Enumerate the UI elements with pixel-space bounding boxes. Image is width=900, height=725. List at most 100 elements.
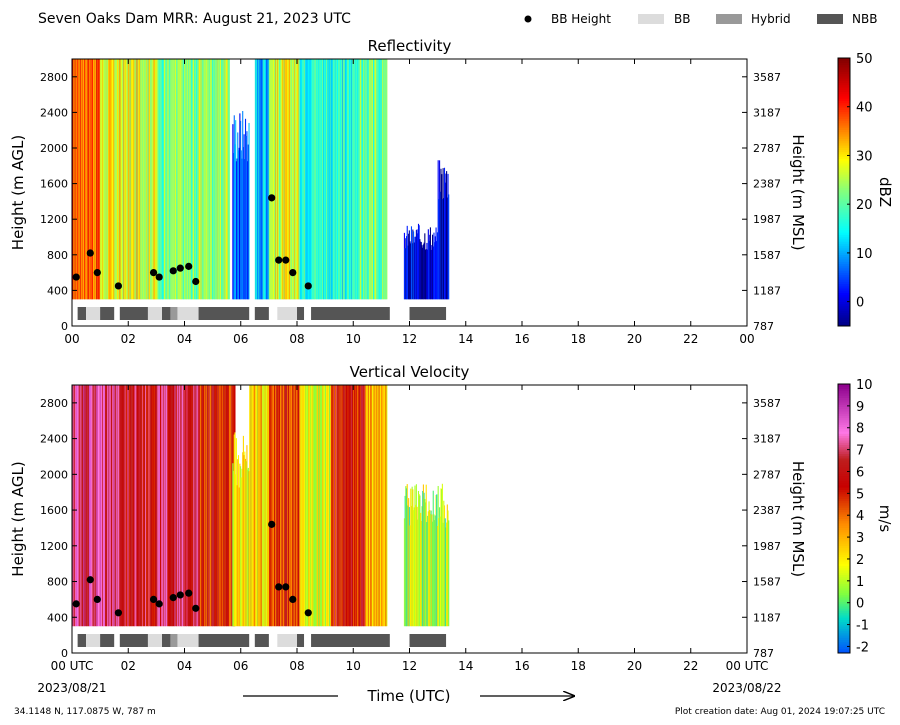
heatmap-column (259, 385, 261, 627)
heatmap-column (90, 59, 92, 300)
heatmap-column (364, 385, 366, 627)
heatmap-column (349, 385, 351, 627)
heatmap-column (124, 385, 126, 627)
colorbar-cell (838, 552, 850, 555)
heatmap-column (307, 59, 309, 300)
colorbar-cell (838, 290, 850, 293)
heatmap-column (181, 385, 183, 627)
heatmap-column (75, 59, 77, 300)
heatmap-column (258, 59, 260, 300)
colorbar-tick-label: 5 (856, 487, 864, 502)
colorbar-cell (838, 174, 850, 177)
bb-class-segment (311, 307, 390, 320)
heatmap-column (249, 385, 251, 627)
colorbar-cell (838, 614, 850, 618)
bb-height-point (185, 589, 193, 597)
heatmap-column (102, 59, 104, 300)
heatmap-column (235, 161, 237, 300)
heatmap-column (340, 385, 342, 627)
heatmap-column (298, 385, 300, 627)
heatmap-column (125, 385, 127, 627)
heatmap-column (169, 385, 171, 627)
heatmap-column (173, 385, 176, 627)
heatmap-column (128, 59, 131, 300)
heatmap-column (247, 144, 249, 300)
heatmap-column (270, 59, 273, 300)
heatmap-column (125, 59, 127, 300)
heatmap-column (162, 385, 164, 627)
heatmap-column (306, 385, 308, 627)
colorbar-cell (838, 281, 850, 285)
heatmap-column (295, 59, 297, 300)
bb-classification-bar (77, 634, 447, 647)
colorbar-cell (838, 189, 850, 193)
heatmap-column (297, 59, 299, 300)
colorbar-cell (838, 243, 850, 247)
heatmap-column (139, 385, 141, 627)
bb-classification-bar (77, 307, 447, 320)
heatmap-column (102, 59, 105, 300)
heatmap-column (72, 385, 74, 627)
heatmap-column (342, 59, 344, 300)
colorbar-cell (838, 229, 850, 233)
heatmap-column (139, 59, 141, 300)
heatmap-column (96, 59, 98, 300)
y2-tick-label: 787 (753, 647, 774, 660)
bb-class-segment (254, 634, 269, 647)
heatmap-column (86, 59, 88, 300)
heatmap-segment (299, 59, 329, 300)
heatmap-column (179, 59, 181, 300)
y2-tick-label: 2387 (753, 178, 781, 191)
heatmap-column (76, 385, 79, 627)
heatmap-column (380, 385, 382, 627)
heatmap-column (315, 59, 318, 300)
colorbar: 0 10 20 30 40 50 dBZ (837, 52, 894, 327)
heatmap-column (439, 516, 441, 627)
heatmap-column (203, 59, 205, 300)
heatmap-column (431, 514, 433, 627)
heatmap-column (421, 245, 423, 300)
heatmap-column (155, 385, 157, 627)
heatmap-column (202, 59, 204, 300)
heatmap-column (145, 59, 147, 300)
heatmap-column (83, 59, 85, 300)
heatmap-column (121, 59, 123, 300)
heatmap-column (156, 59, 158, 300)
heatmap-column (363, 59, 365, 300)
bb-class-segment (162, 307, 171, 320)
heatmap-column (172, 59, 174, 300)
heatmap-column (106, 59, 108, 300)
heatmap-column (336, 385, 338, 627)
heatmap-column (271, 59, 273, 300)
heatmap-column (131, 385, 133, 627)
heatmap-column (297, 385, 299, 627)
heatmap-column (351, 59, 353, 300)
heatmap-column (304, 385, 306, 627)
colorbar-cell (838, 245, 850, 249)
heatmap-column (130, 59, 132, 300)
heatmap-column (268, 59, 270, 300)
heatmap-column (254, 59, 256, 300)
x-tick-label: 18 (571, 332, 586, 346)
x-tick-label: 02 (121, 332, 136, 346)
bb-height-point (192, 604, 200, 612)
heatmap-column (382, 385, 384, 627)
heatmap-column (413, 507, 415, 627)
heatmap-column (127, 385, 129, 627)
heatmap-column (230, 385, 232, 627)
y2-axis-label: Height (m MSL) (789, 134, 807, 250)
heatmap-column (99, 59, 101, 300)
heatmap-column (119, 385, 121, 627)
heatmap-column (280, 59, 282, 300)
heatmap-column (281, 59, 283, 300)
heatmap-column (100, 59, 102, 300)
colorbar-cell (838, 272, 850, 276)
heatmap-column (193, 385, 195, 627)
heatmap-column (429, 510, 431, 627)
heatmap-column (153, 385, 155, 627)
heatmap-column (84, 59, 86, 300)
heatmap-column (214, 59, 216, 300)
colorbar-cell (838, 122, 850, 126)
colorbar-cell (838, 399, 850, 403)
heatmap-column (185, 59, 187, 300)
